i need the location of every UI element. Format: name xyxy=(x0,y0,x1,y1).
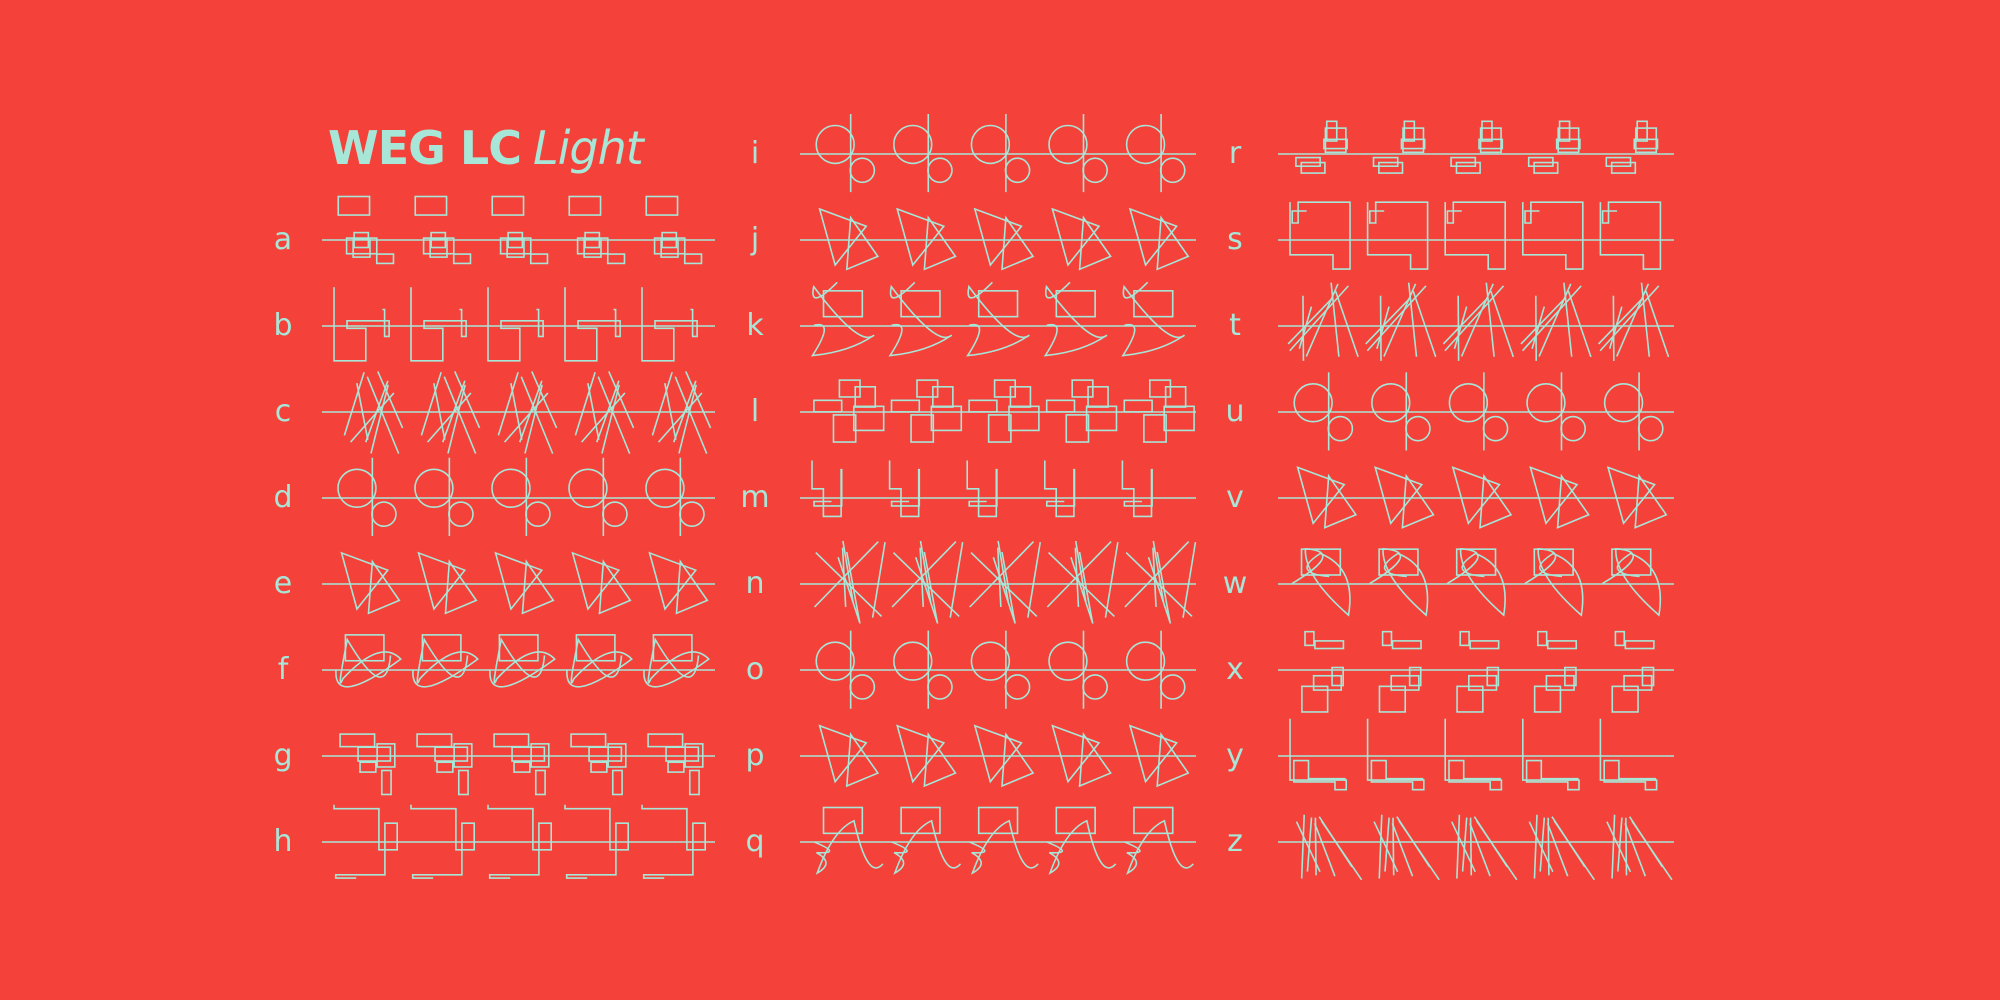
title-family: WEG LC xyxy=(328,121,522,175)
title-style: Light xyxy=(533,121,644,175)
specimen-title: WEG LC Light xyxy=(328,118,644,178)
